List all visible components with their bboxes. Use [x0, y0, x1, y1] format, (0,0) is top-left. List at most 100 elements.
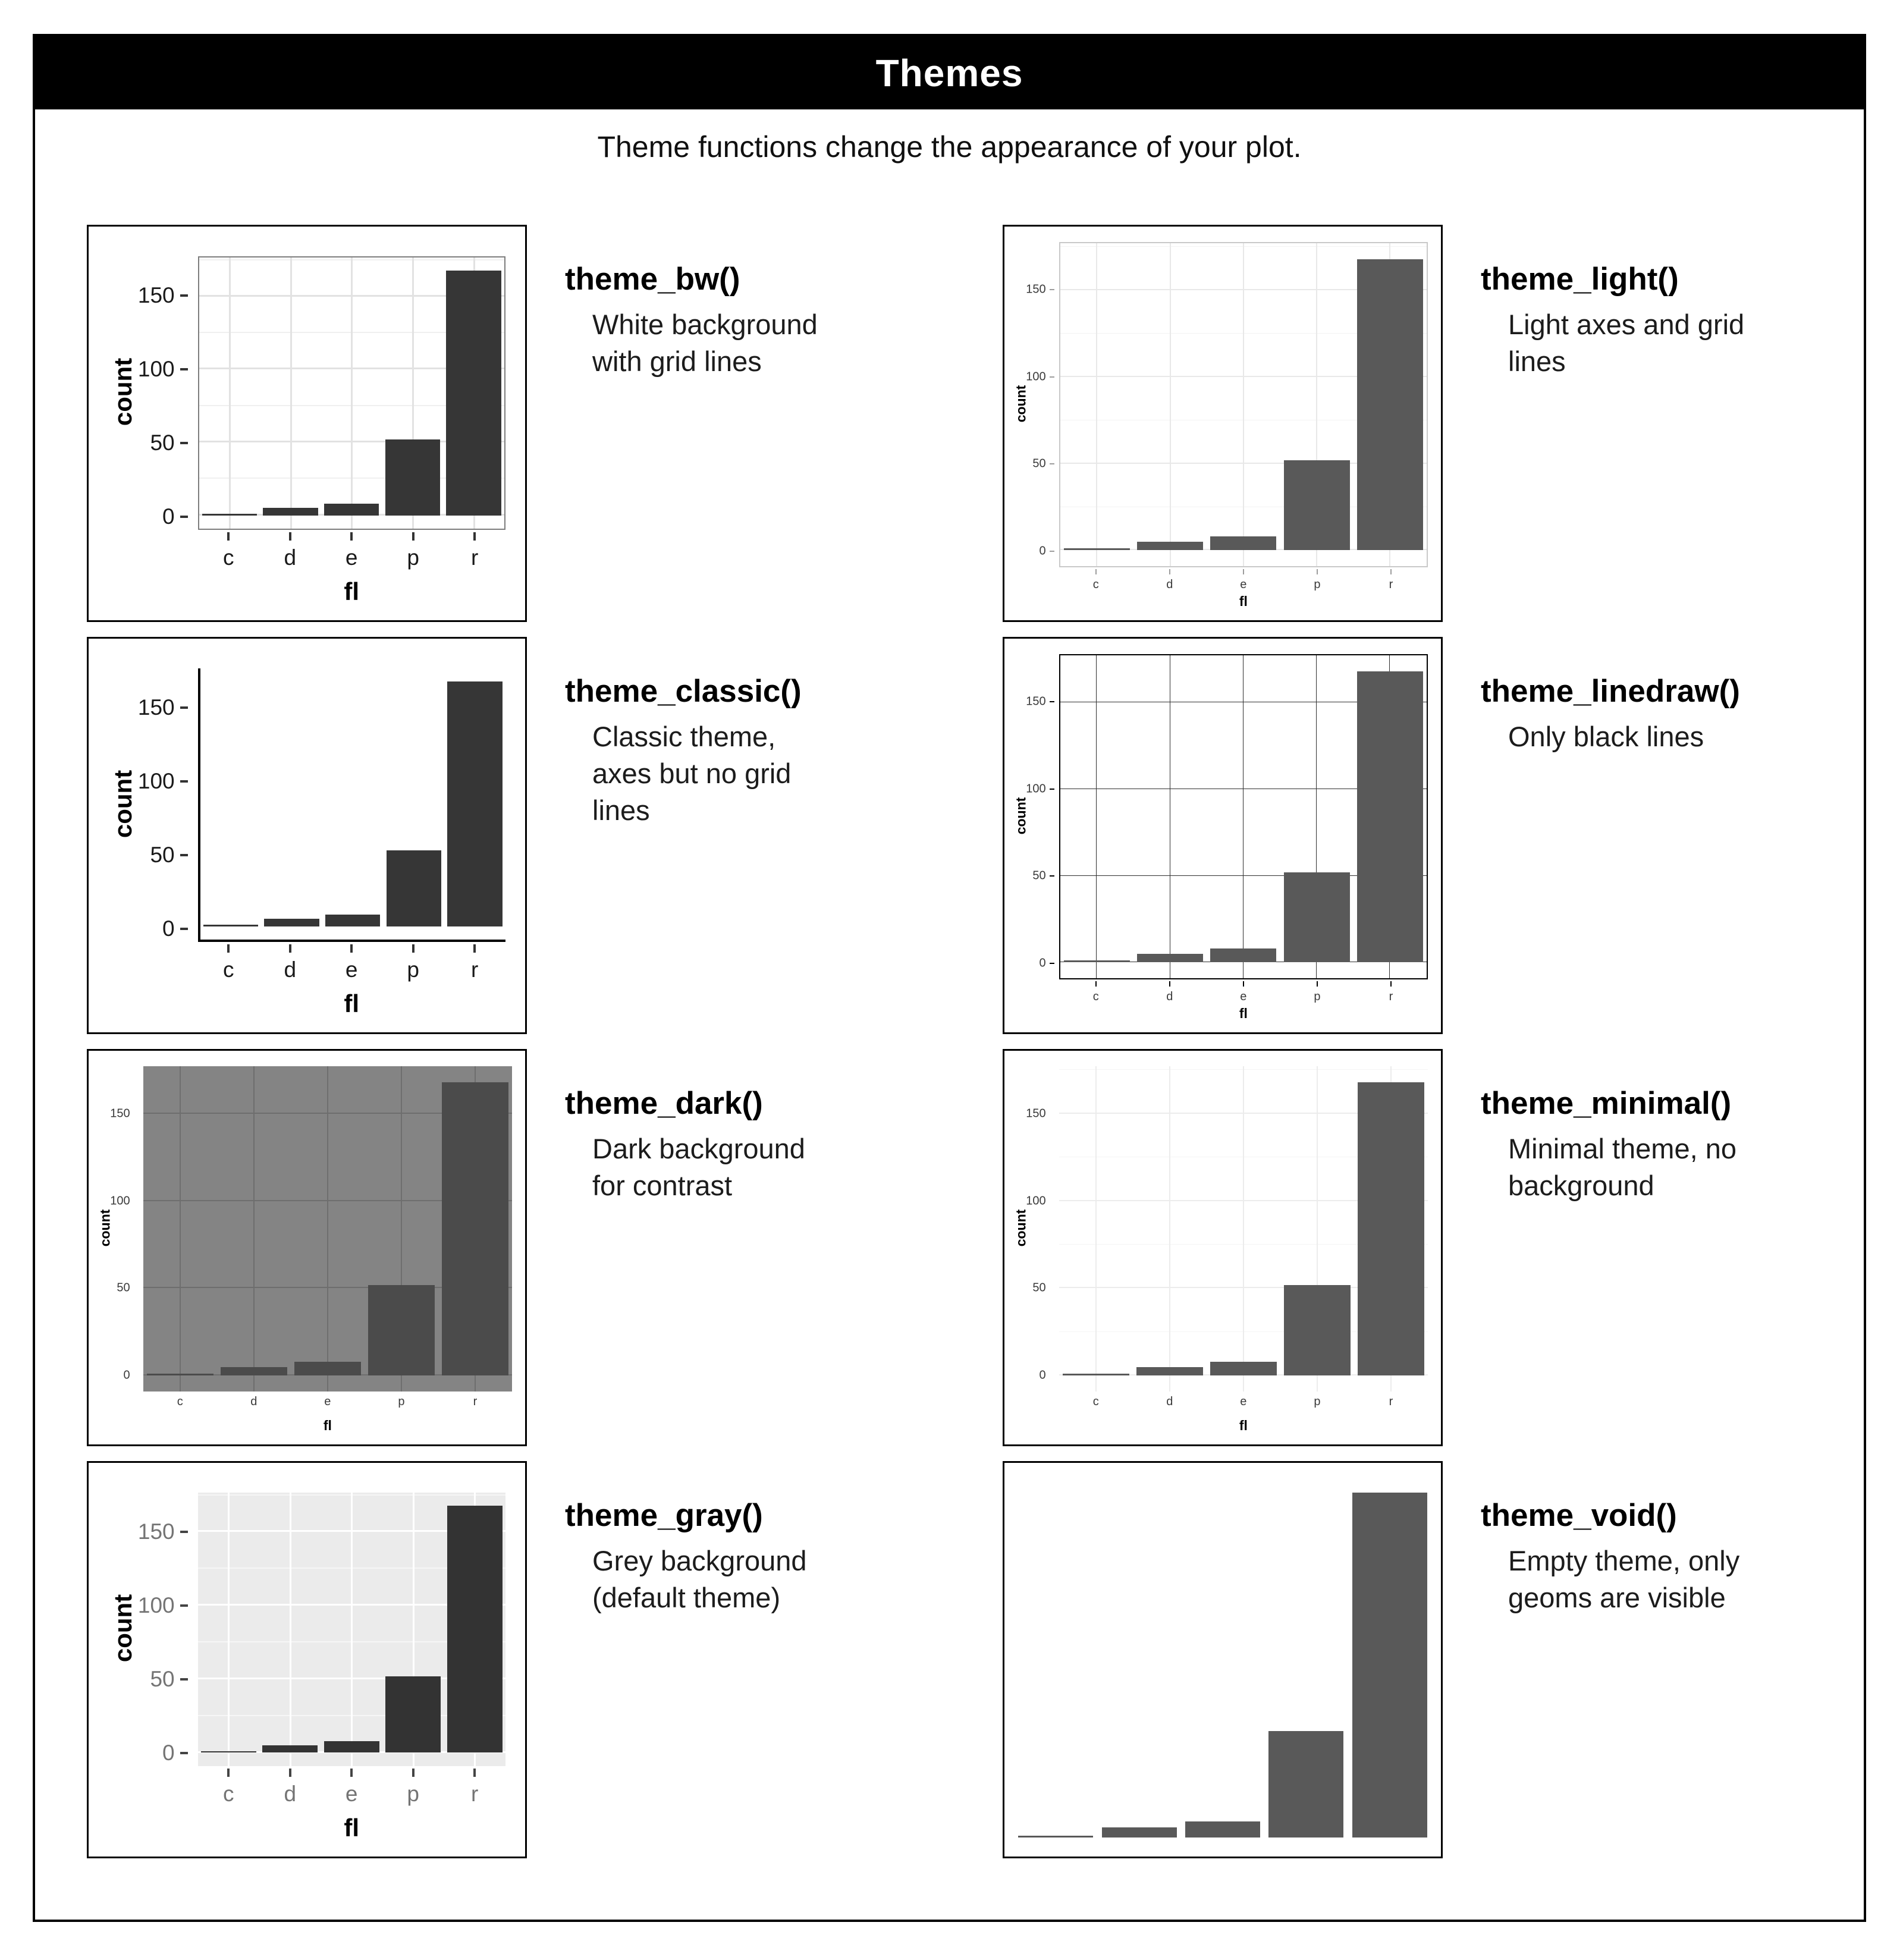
tick-mark	[180, 1531, 188, 1534]
theme-label: theme_classic() Classic theme, axes but no…	[527, 637, 1003, 1034]
plot-panel	[197, 256, 505, 530]
tick-mark	[1095, 568, 1097, 574]
tick-mark	[227, 944, 230, 953]
theme-description-line: with grid lines	[592, 345, 762, 377]
bar-d	[221, 1367, 287, 1376]
bar-slot	[1060, 655, 1133, 963]
tick-mark	[1390, 568, 1392, 574]
y-tick-label: 50	[1032, 869, 1046, 882]
x-axis-title: fl	[344, 989, 360, 1017]
theme-function-name: theme_classic()	[565, 674, 802, 709]
theme-label: theme_void() Empty theme, only geoms are v…	[1443, 1461, 1867, 1858]
theme-description: Dark background for contrast	[592, 1130, 997, 1204]
x-tick-label: r	[1389, 1394, 1393, 1408]
tick-mark	[1049, 288, 1054, 290]
bar-c	[1062, 1374, 1129, 1376]
bar-slot	[1097, 1474, 1180, 1838]
theme-description-line: Only black lines	[1508, 720, 1704, 752]
plot-panel	[1059, 654, 1428, 979]
bar-p	[386, 850, 442, 926]
chart-theme_gray: count 150 100 50 0 c d e p r fl	[87, 1461, 527, 1858]
x-tick: r	[1354, 979, 1428, 1004]
x-tick-label: e	[345, 545, 358, 570]
bar-p	[1283, 872, 1350, 963]
bar-slot	[143, 1066, 217, 1376]
y-axis: 150 100 50 0	[89, 1066, 139, 1391]
tick-mark	[227, 532, 230, 541]
x-tick-label: c	[177, 1394, 183, 1408]
x-axis-title: fl	[1239, 1417, 1248, 1433]
gridline-vertical	[400, 1066, 402, 1392]
x-tick-label: c	[1092, 1394, 1099, 1408]
y-tick-label: 0	[123, 1368, 130, 1382]
x-tick-label: r	[471, 957, 479, 982]
tick-mark	[1316, 981, 1318, 987]
tick-mark	[473, 1768, 476, 1777]
bar-slot	[365, 1066, 438, 1376]
bar-slot	[1133, 1066, 1207, 1376]
y-tick-label: 100	[1026, 1194, 1046, 1208]
theme-description-line: White background	[592, 308, 818, 340]
y-tick-label: 150	[137, 1519, 175, 1544]
themes-panel: Themes Theme functions change the appear…	[33, 34, 1866, 1922]
theme-description-line: Grey background	[592, 1544, 807, 1576]
theme-description-line: Classic theme,	[592, 720, 776, 752]
x-tick-label: c	[1092, 577, 1099, 591]
bar-p	[385, 439, 441, 516]
tick-mark	[180, 441, 188, 444]
bar-slot	[1207, 243, 1280, 551]
gridline-vertical	[1316, 655, 1317, 978]
bar-e	[1185, 1821, 1261, 1838]
bar-slot	[1280, 243, 1353, 551]
x-tick-label: r	[1389, 577, 1393, 591]
y-tick-label: 50	[1032, 457, 1046, 470]
gridline-vertical	[228, 1492, 230, 1766]
bar-d	[263, 508, 318, 516]
theme-description-line: for contrast	[592, 1169, 733, 1201]
gridline-vertical	[1169, 1066, 1170, 1392]
gridline-vertical	[289, 1492, 291, 1766]
theme-description: Only black lines	[1508, 718, 1861, 755]
bar-slot	[1059, 1066, 1133, 1376]
bar-r	[1356, 671, 1423, 963]
tick-mark	[1049, 963, 1054, 965]
plot-panel	[1059, 242, 1428, 567]
bar-p	[1284, 1284, 1351, 1376]
bar-d	[1137, 953, 1204, 963]
theme-function-name: theme_linedraw()	[1481, 674, 1740, 709]
theme-description: Classic theme, axes but no grid lines	[592, 718, 997, 829]
bar-slot	[198, 1493, 259, 1753]
y-tick-label: 100	[137, 357, 175, 382]
theme-description-line: Minimal theme, no	[1508, 1132, 1736, 1164]
tick-mark	[350, 532, 353, 541]
bar-slot	[444, 1493, 505, 1753]
chart-theme_linedraw: count 150 100 50 0 c d e p r fl	[1003, 637, 1443, 1034]
bar-c	[202, 514, 257, 516]
chart-theme_void	[1003, 1461, 1443, 1858]
section-subtitle: Theme functions change the appearance of…	[597, 130, 1302, 164]
bar-slot	[291, 1066, 365, 1376]
tick-mark	[1049, 463, 1054, 465]
y-tick-label: 0	[162, 916, 175, 941]
x-tick: p	[1280, 1392, 1354, 1409]
x-axis-title: fl	[1239, 1005, 1248, 1021]
gridline-vertical	[179, 1066, 181, 1392]
bar-slot	[217, 1066, 291, 1376]
theme-label: theme_linedraw() Only black lines	[1443, 637, 1867, 1034]
bar-slot	[384, 668, 445, 926]
theme-function-name: theme_gray()	[565, 1498, 763, 1533]
x-tick: r	[444, 942, 505, 982]
tick-mark	[1242, 981, 1244, 987]
x-tick: d	[1133, 1392, 1207, 1409]
theme-description-line: lines	[1508, 345, 1566, 377]
bar-slot	[382, 257, 444, 516]
tick-mark	[1095, 981, 1097, 987]
tick-mark	[412, 532, 414, 541]
theme-description-line: Light axes and grid	[1508, 308, 1745, 340]
x-tick-label: c	[1092, 990, 1099, 1003]
chart-theme_bw: count 150 100 50 0 c d e p r fl	[87, 225, 527, 622]
